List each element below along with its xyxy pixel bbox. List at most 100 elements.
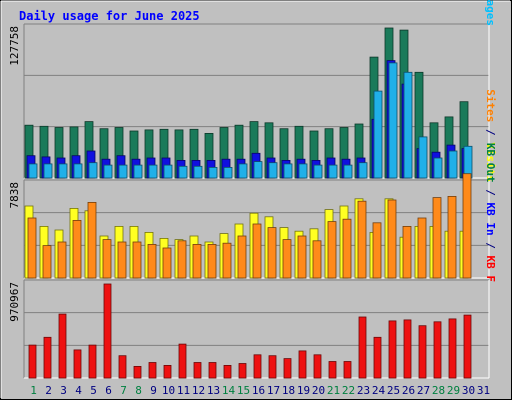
bar-kb-f-day-25 <box>388 320 397 379</box>
x-tick-label-day-3: 3 <box>60 384 67 397</box>
bar-pages-day-7 <box>118 164 128 179</box>
chart-panels: 127758 Hits / Files / Pages 7838 Sites / Vi… <box>8 0 497 379</box>
bar-pages-day-25 <box>388 62 398 179</box>
bar-kb-f-day-27 <box>418 325 427 379</box>
bar-pages-day-12 <box>193 165 203 179</box>
bar-sites-day-30 <box>462 173 472 279</box>
x-tick-label-day-5: 5 <box>90 384 97 397</box>
bar-sites-day-24 <box>372 222 382 279</box>
x-tick-label-day-19: 19 <box>297 384 310 397</box>
legend-part-2: Visits <box>484 142 497 182</box>
bar-kb-f-day-9 <box>148 362 157 379</box>
bar-pages-day-29 <box>448 150 458 179</box>
bar-pages-day-3 <box>58 163 68 179</box>
bar-pages-day-18 <box>283 163 293 179</box>
x-tick-label-day-15: 15 <box>237 384 250 397</box>
bar-kb-f-day-4 <box>73 349 82 379</box>
series-kb-f <box>28 283 472 379</box>
y-max-label: 970967 <box>8 282 21 322</box>
x-tick-label-day-14: 14 <box>222 384 236 397</box>
bar-sites-day-1 <box>27 217 37 279</box>
x-tick-label-day-8: 8 <box>135 384 142 397</box>
legend-part-4: Pages <box>484 0 497 26</box>
bar-sites-day-18 <box>282 239 292 279</box>
x-tick-label-day-9: 9 <box>150 384 157 397</box>
bar-kb-f-day-29 <box>448 318 457 379</box>
series-sites <box>27 173 472 279</box>
bar-sites-day-6 <box>102 239 112 279</box>
bar-kb-f-day-1 <box>28 344 37 379</box>
bar-kb-f-day-19 <box>298 350 307 379</box>
series-legend: Sites / Visits <box>484 89 497 182</box>
x-tick-label-day-20: 20 <box>312 384 325 397</box>
panel-hits-files-pages: 127758 Hits / Files / Pages <box>8 0 497 179</box>
bar-pages-day-26 <box>403 71 413 179</box>
series-pages <box>28 62 473 179</box>
bar-sites-day-9 <box>147 243 157 279</box>
bar-sites-day-16 <box>252 223 262 279</box>
bar-pages-day-28 <box>433 157 443 179</box>
series-legend: Hits / Files / Pages <box>484 0 497 26</box>
x-tick-label-day-29: 29 <box>447 384 460 397</box>
y-max-label: 127758 <box>8 26 21 66</box>
bar-sites-day-23 <box>357 200 367 279</box>
bar-kb-f-day-15 <box>238 363 247 379</box>
legend-part-0: Sites <box>484 89 497 122</box>
bar-pages-day-8 <box>133 164 143 179</box>
x-tick-label-day-6: 6 <box>105 384 112 397</box>
bar-sites-day-27 <box>417 217 427 279</box>
bar-sites-day-5 <box>87 201 97 279</box>
bar-sites-day-25 <box>387 199 397 279</box>
bar-kb-f-day-8 <box>133 365 142 379</box>
bar-pages-day-19 <box>298 163 308 179</box>
legend-part-4: KB F <box>484 256 497 283</box>
legend-part-2: KB In <box>484 203 497 236</box>
x-tick-label-day-10: 10 <box>162 384 175 397</box>
bar-sites-day-12 <box>192 243 202 279</box>
bar-sites-day-22 <box>342 218 352 279</box>
bar-pages-day-1 <box>28 163 38 179</box>
bar-pages-day-21 <box>328 164 338 179</box>
x-tick-label-day-2: 2 <box>45 384 52 397</box>
legend-part-1: / <box>484 122 497 142</box>
bar-pages-day-17 <box>268 162 278 179</box>
legend-part-3: / <box>484 236 497 256</box>
bar-kb-f-day-13 <box>208 362 217 379</box>
legend-part-1: / <box>484 183 497 203</box>
bar-pages-day-4 <box>73 163 83 179</box>
bar-pages-day-13 <box>208 166 218 179</box>
x-tick-label-day-7: 7 <box>120 384 127 397</box>
bar-pages-day-10 <box>163 164 173 179</box>
x-tick-label-day-24: 24 <box>372 384 386 397</box>
bar-kb-f-day-23 <box>358 316 367 379</box>
bar-sites-day-15 <box>237 235 247 279</box>
bar-sites-day-21 <box>327 221 337 279</box>
bar-pages-day-30 <box>463 145 473 179</box>
x-tick-label-day-16: 16 <box>252 384 265 397</box>
x-tick-label-day-17: 17 <box>267 384 280 397</box>
y-max-label: 7838 <box>8 182 21 209</box>
bar-sites-day-17 <box>267 227 277 279</box>
bar-kb-f-day-20 <box>313 354 322 379</box>
bar-kb-f-day-7 <box>118 355 127 379</box>
bar-sites-day-11 <box>177 240 187 279</box>
bar-pages-day-15 <box>238 163 248 179</box>
bar-sites-day-4 <box>72 219 82 279</box>
x-tick-label-day-22: 22 <box>342 384 355 397</box>
bar-pages-day-11 <box>178 165 188 179</box>
x-tick-label-day-30: 30 <box>462 384 475 397</box>
bar-sites-day-20 <box>312 240 322 279</box>
bar-kb-f-day-2 <box>43 336 52 379</box>
x-tick-label-day-25: 25 <box>387 384 400 397</box>
x-tick-label-day-1: 1 <box>30 384 37 397</box>
x-tick-label-day-23: 23 <box>357 384 370 397</box>
bar-sites-day-3 <box>57 241 67 279</box>
bar-kb-f-day-12 <box>193 362 202 379</box>
bar-pages-day-5 <box>88 162 98 179</box>
bar-kb-f-day-14 <box>223 364 232 379</box>
bar-sites-day-19 <box>297 235 307 279</box>
bar-sites-day-13 <box>207 243 217 279</box>
bar-pages-day-16 <box>253 161 263 179</box>
bar-kb-f-day-18 <box>283 358 292 379</box>
